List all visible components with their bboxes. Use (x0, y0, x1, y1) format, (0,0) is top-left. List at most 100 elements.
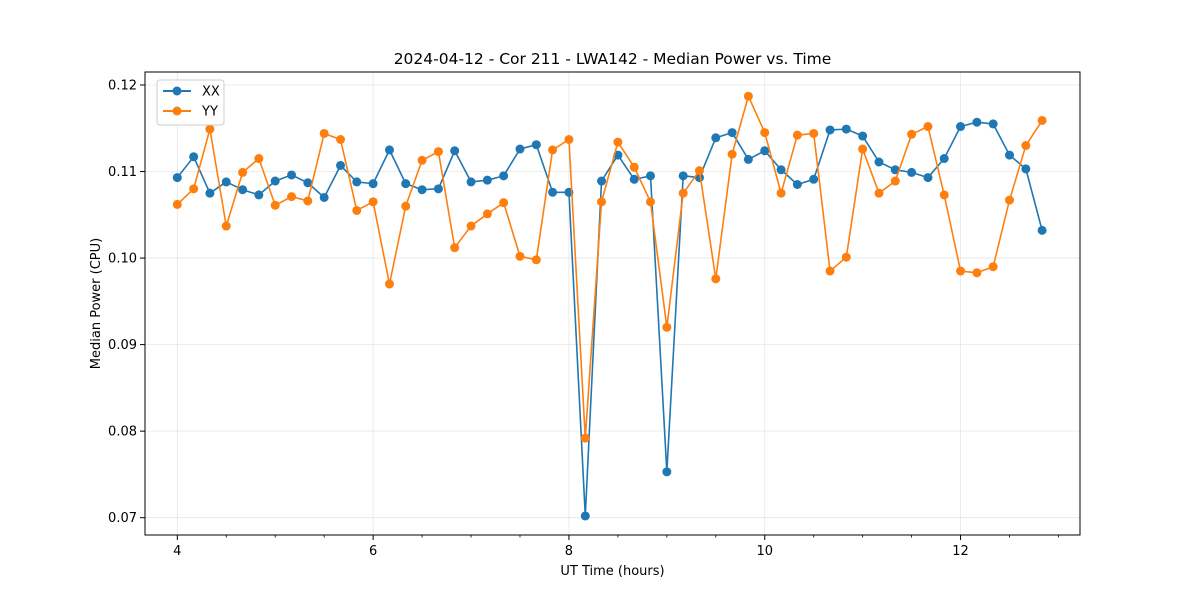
data-point-xx (743, 154, 753, 164)
data-point-yy (548, 145, 558, 155)
data-point-yy (776, 188, 786, 198)
data-point-yy (401, 201, 411, 211)
data-point-xx (580, 511, 590, 521)
data-point-xx (1037, 225, 1047, 235)
y-tick-label: 0.12 (108, 78, 137, 93)
x-tick-label: 6 (369, 544, 377, 559)
data-point-xx (433, 184, 443, 194)
data-point-xx (1005, 150, 1015, 160)
data-point-xx (597, 176, 607, 186)
data-point-xx (711, 133, 721, 143)
data-point-yy (384, 279, 394, 289)
data-point-yy (613, 137, 623, 147)
data-point-xx (988, 119, 998, 129)
data-point-xx (792, 180, 802, 190)
data-point-xx (352, 177, 362, 187)
data-point-yy (450, 243, 460, 253)
data-point-xx (417, 185, 427, 195)
legend-marker-xx (172, 86, 182, 96)
data-point-yy (499, 198, 509, 208)
data-point-xx (727, 128, 737, 138)
data-point-yy (662, 322, 672, 332)
x-tick-label: 8 (565, 544, 573, 559)
data-point-xx (760, 146, 770, 156)
data-point-yy (988, 262, 998, 272)
data-point-xx (303, 178, 313, 188)
data-point-xx (874, 157, 884, 167)
data-point-yy (809, 128, 819, 138)
y-tick-label: 0.11 (108, 165, 137, 180)
data-point-xx (972, 117, 982, 127)
data-point-yy (221, 221, 231, 231)
data-point-yy (956, 266, 966, 276)
data-point-yy (825, 266, 835, 276)
data-point-xx (907, 167, 917, 177)
data-point-yy (564, 135, 574, 145)
data-point-xx (841, 124, 851, 134)
axis-ticks: 4 6 8 10 12 0.07 0.08 0.09 0.10 0.11 0.12 (108, 78, 1059, 559)
plot-series (172, 91, 1047, 521)
data-point-xx (809, 174, 819, 184)
data-point-yy (336, 135, 346, 145)
data-point-xx (956, 122, 966, 132)
data-point-xx (548, 187, 558, 197)
data-point-yy (352, 205, 362, 215)
data-point-yy (972, 268, 982, 278)
data-point-xx (531, 140, 541, 150)
data-point-yy (760, 128, 770, 138)
data-point-yy (531, 255, 541, 265)
data-point-yy (515, 251, 525, 261)
data-point-yy (466, 221, 476, 231)
x-axis-label: UT Time (hours) (560, 564, 664, 579)
data-point-yy (287, 192, 297, 202)
data-point-xx (238, 185, 248, 195)
data-point-yy (238, 167, 248, 177)
data-point-yy (1021, 141, 1031, 151)
data-point-yy (694, 166, 704, 176)
chart-title: 2024-04-12 - Cor 211 - LWA142 - Median P… (394, 50, 832, 68)
y-tick-label: 0.07 (108, 511, 137, 526)
data-point-yy (858, 144, 868, 154)
plot-frame (144, 71, 1081, 536)
data-point-xx (825, 125, 835, 135)
y-tick-label: 0.08 (108, 425, 137, 440)
data-point-xx (662, 467, 672, 477)
data-point-yy (678, 188, 688, 198)
data-point-yy (417, 155, 427, 165)
data-point-xx (482, 175, 492, 185)
series-yy (172, 91, 1047, 443)
data-point-yy (874, 188, 884, 198)
legend-label-xx: XX (202, 85, 220, 100)
data-point-xx (858, 131, 868, 141)
legend-label-yy: YY (201, 105, 218, 120)
data-point-yy (433, 147, 443, 157)
data-point-xx (172, 173, 182, 183)
data-point-xx (189, 152, 199, 162)
data-point-yy (792, 130, 802, 140)
data-point-xx (923, 173, 933, 183)
data-point-xx (694, 173, 704, 183)
data-point-xx (336, 160, 346, 170)
data-point-yy (629, 162, 639, 172)
data-point-yy (727, 149, 737, 159)
x-tick-label: 4 (173, 544, 181, 559)
data-point-xx (645, 171, 655, 181)
data-point-yy (580, 433, 590, 443)
data-point-yy (907, 129, 917, 139)
data-point-yy (189, 184, 199, 194)
data-point-yy (368, 197, 378, 207)
y-tick-label: 0.10 (108, 252, 137, 267)
data-point-xx (287, 170, 297, 180)
data-point-yy (890, 176, 900, 186)
data-point-xx (678, 171, 688, 181)
data-point-xx (1021, 164, 1031, 174)
data-point-xx (466, 177, 476, 187)
data-point-yy (319, 128, 329, 138)
data-point-yy (939, 190, 949, 200)
data-point-xx (401, 179, 411, 189)
data-point-xx (384, 145, 394, 155)
data-point-yy (303, 196, 313, 206)
y-tick-label: 0.09 (108, 338, 137, 353)
x-tick-label: 12 (952, 544, 969, 559)
